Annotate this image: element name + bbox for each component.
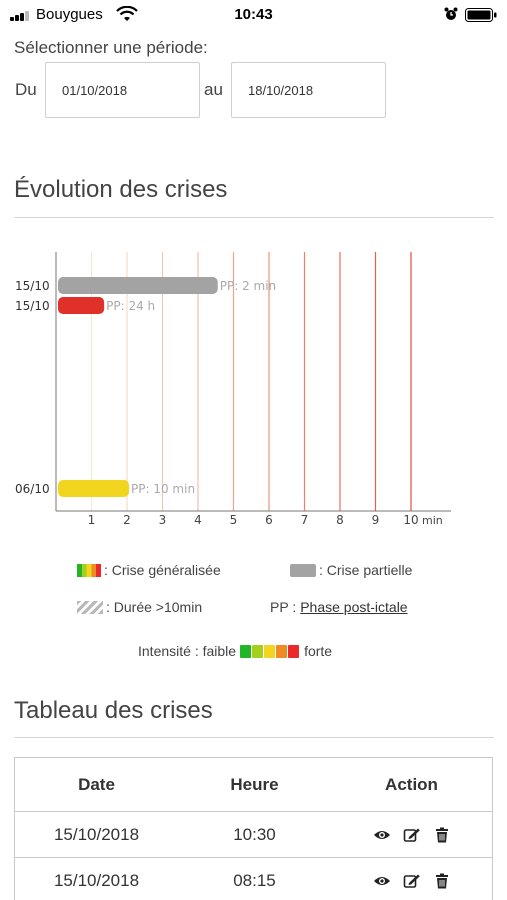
seizure-table: Date Heure Action 15/10/2018 10:30 15/10… bbox=[14, 757, 493, 900]
row-actions bbox=[331, 873, 492, 889]
row-date: 15/10/2018 bbox=[53, 824, 140, 844]
delete-trash-icon[interactable] bbox=[433, 827, 451, 843]
row-actions bbox=[331, 827, 492, 843]
x-tick-label: 5 bbox=[230, 513, 238, 527]
pp-prefix: PP : bbox=[270, 599, 297, 615]
y-date-label: 15/10 bbox=[15, 279, 50, 293]
x-tick-label: 7 bbox=[301, 513, 309, 527]
x-tick-label: 9 bbox=[372, 513, 380, 527]
from-label: Du bbox=[15, 80, 37, 99]
x-tick-label: 6 bbox=[265, 513, 273, 527]
end-date-input[interactable] bbox=[231, 62, 386, 118]
alarm-clock-icon bbox=[444, 7, 458, 20]
y-date-label: 06/10 bbox=[15, 482, 50, 496]
clock-time: 10:43 bbox=[234, 6, 273, 23]
intensity-scale: Intensité : faible forte bbox=[138, 643, 332, 659]
header-date: Date bbox=[78, 774, 115, 794]
row-hour: 10:30 bbox=[233, 824, 276, 844]
wifi-icon bbox=[116, 6, 138, 21]
legend-long-label: : Durée >10min bbox=[106, 599, 203, 615]
view-eye-icon[interactable] bbox=[373, 827, 391, 843]
evolution-divider bbox=[14, 217, 494, 218]
legend-generalized-label: : Crise généralisée bbox=[104, 562, 221, 578]
intensity-swatch bbox=[288, 644, 300, 658]
intensity-swatch bbox=[240, 644, 252, 658]
period-label: Sélectionner une période: bbox=[14, 38, 208, 57]
row-hour: 08:15 bbox=[233, 871, 276, 890]
intensity-low-label: Intensité : faible bbox=[138, 643, 237, 659]
table-row: 15/10/2018 10:30 bbox=[15, 812, 492, 858]
seizure-bar bbox=[58, 480, 129, 497]
start-date-input[interactable] bbox=[45, 62, 200, 118]
table-row: 15/10/2018 08:15 bbox=[15, 858, 492, 900]
post-ictal-label: PP: 2 min bbox=[220, 279, 276, 293]
seizure-bar bbox=[58, 277, 218, 294]
to-label: au bbox=[204, 80, 223, 99]
header-action: Action bbox=[385, 774, 438, 794]
seizure-evolution-chart: 1 2 3 4 5 6 7 8 9 10 min 15/10 PP: 2 min 15/10 PP: 24 … bbox=[15, 252, 451, 527]
post-ictal-label: PP: 24 h bbox=[106, 299, 155, 313]
table-title: Tableau des crises bbox=[14, 697, 213, 724]
battery-icon bbox=[465, 8, 497, 22]
x-tick-label: 3 bbox=[159, 513, 167, 527]
delete-trash-icon[interactable] bbox=[433, 873, 451, 889]
row-date: 15/10/2018 bbox=[53, 871, 140, 890]
intensity-swatch bbox=[264, 644, 276, 658]
x-tick-label: 10 bbox=[403, 513, 418, 527]
legend-pp: PP : Phase post-ictale bbox=[270, 599, 408, 615]
status-bar: Bouygues 10:43 bbox=[0, 0, 507, 30]
carrier-name: Bouygues bbox=[36, 6, 103, 23]
generalized-swatch bbox=[77, 563, 101, 577]
intensity-swatch bbox=[276, 644, 288, 658]
x-tick-label: 8 bbox=[336, 513, 344, 527]
legend-partial-label: : Crise partielle bbox=[319, 562, 413, 578]
y-date-label: 15/10 bbox=[15, 299, 50, 313]
x-tick-label: 4 bbox=[194, 513, 202, 527]
legend-long: : Durée >10min bbox=[77, 599, 202, 615]
post-ictal-label: PP: 10 min bbox=[131, 482, 195, 496]
evolution-title: Évolution des crises bbox=[14, 176, 228, 203]
table-header-row: Date Heure Action bbox=[15, 758, 492, 812]
header-hour: Heure bbox=[230, 774, 279, 794]
edit-icon[interactable] bbox=[403, 827, 421, 843]
post-ictal-phase-link[interactable]: Phase post-ictale bbox=[300, 599, 408, 615]
view-eye-icon[interactable] bbox=[373, 873, 391, 889]
legend-partial: : Crise partielle bbox=[290, 562, 412, 578]
x-tick-label: 1 bbox=[88, 513, 96, 527]
table-divider bbox=[14, 737, 494, 738]
edit-icon[interactable] bbox=[403, 873, 421, 889]
x-unit-label: min bbox=[422, 514, 443, 527]
signal-strength-icon bbox=[10, 11, 34, 21]
seizure-bar bbox=[58, 297, 105, 314]
intensity-swatch bbox=[252, 644, 264, 658]
partial-swatch bbox=[290, 563, 316, 577]
long-duration-swatch bbox=[77, 600, 103, 614]
legend-generalized: : Crise généralisée bbox=[77, 562, 221, 578]
intensity-high-label: forte bbox=[304, 643, 333, 659]
x-tick-label: 2 bbox=[123, 513, 131, 527]
